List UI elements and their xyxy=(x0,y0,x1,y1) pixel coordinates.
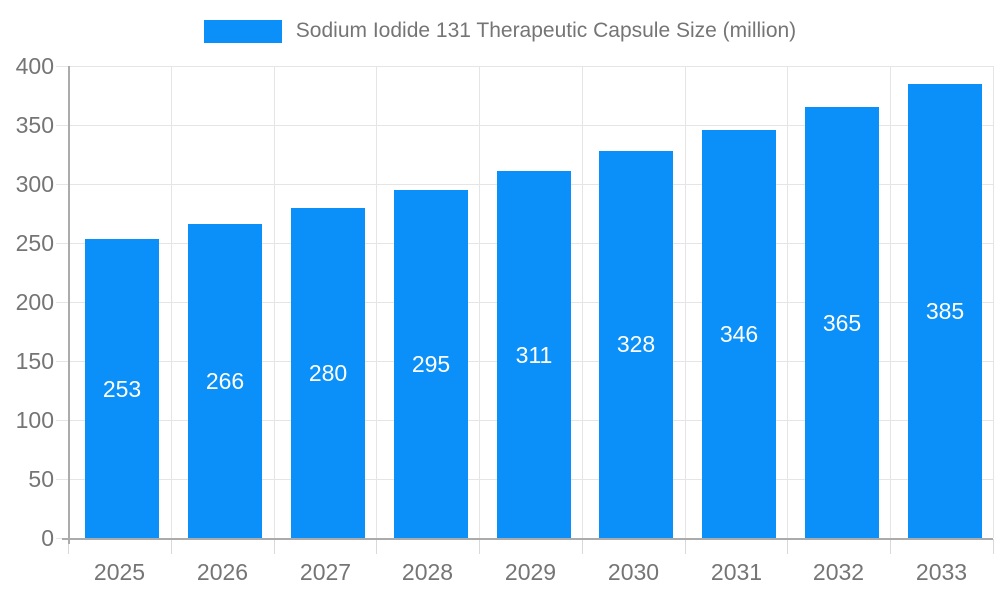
y-axis-tick xyxy=(56,420,68,421)
x-tick-label: 2026 xyxy=(196,559,249,585)
bar[interactable] xyxy=(908,84,982,538)
x-axis-tick xyxy=(582,539,583,554)
x-axis-tick xyxy=(68,539,69,554)
x-axis-tick xyxy=(479,539,480,554)
x-tick-label: 2027 xyxy=(299,559,352,585)
y-tick-label: 400 xyxy=(15,53,54,79)
y-axis-tick xyxy=(56,125,68,126)
bar[interactable] xyxy=(497,171,571,538)
bar[interactable] xyxy=(291,208,365,538)
y-tick-label: 50 xyxy=(28,466,54,492)
gridline-v xyxy=(274,66,275,538)
x-tick-label: 2030 xyxy=(607,559,660,585)
x-axis-tick xyxy=(993,539,994,554)
bar[interactable] xyxy=(188,224,262,538)
y-tick-label: 300 xyxy=(15,171,54,197)
x-axis-tick xyxy=(890,539,891,554)
y-axis-tick xyxy=(56,302,68,303)
gridline-v xyxy=(376,66,377,538)
x-tick-label: 2032 xyxy=(812,559,865,585)
gridline-v xyxy=(787,66,788,538)
y-axis-tick xyxy=(56,66,68,67)
bar[interactable] xyxy=(599,151,673,538)
x-axis-tick xyxy=(274,539,275,554)
x-tick-label: 2031 xyxy=(710,559,763,585)
gridline-v xyxy=(890,66,891,538)
y-tick-label: 100 xyxy=(15,407,54,433)
gridline-h xyxy=(68,66,993,67)
y-axis-tick xyxy=(56,243,68,244)
x-axis-tick xyxy=(171,539,172,554)
gridline-v xyxy=(171,66,172,538)
gridline-v xyxy=(993,66,994,538)
x-tick-label: 2028 xyxy=(401,559,454,585)
y-axis-tick xyxy=(56,479,68,480)
bar[interactable] xyxy=(805,107,879,538)
x-tick-label: 2029 xyxy=(504,559,557,585)
y-axis-tick xyxy=(56,184,68,185)
x-axis-tick xyxy=(685,539,686,554)
y-axis-tick xyxy=(56,361,68,362)
x-axis-tick xyxy=(787,539,788,554)
gridline-v xyxy=(582,66,583,538)
gridline-v xyxy=(479,66,480,538)
y-axis-line xyxy=(68,66,70,544)
x-tick-label: 2025 xyxy=(93,559,146,585)
bar[interactable] xyxy=(394,190,468,538)
y-tick-label: 0 xyxy=(41,525,54,551)
legend-label: Sodium Iodide 131 Therapeutic Capsule Si… xyxy=(295,19,797,42)
x-axis-tick xyxy=(376,539,377,554)
y-tick-label: 150 xyxy=(15,348,54,374)
x-tick-label: 2033 xyxy=(915,559,968,585)
y-tick-label: 200 xyxy=(15,289,54,315)
legend-swatch-icon xyxy=(203,19,282,43)
gridline-h xyxy=(68,125,993,126)
gridline-v xyxy=(685,66,686,538)
x-axis-line xyxy=(62,538,993,540)
bar[interactable] xyxy=(702,130,776,538)
chart-legend[interactable]: Sodium Iodide 131 Therapeutic Capsule Si… xyxy=(0,17,1000,45)
bar[interactable] xyxy=(85,239,159,538)
y-tick-label: 250 xyxy=(15,230,54,256)
y-tick-label: 350 xyxy=(15,112,54,138)
